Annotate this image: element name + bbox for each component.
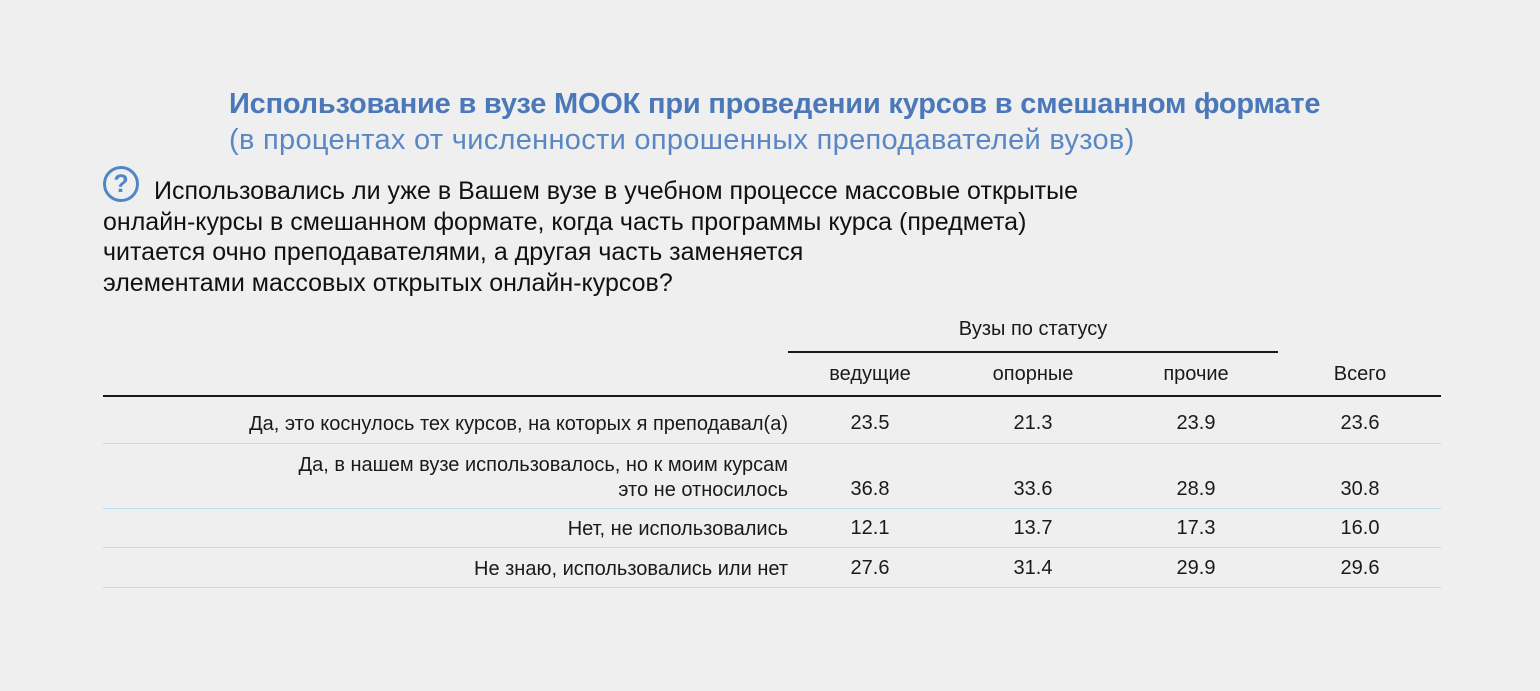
row-label: это не относилось (618, 479, 788, 501)
table-cell: 12.1 (850, 517, 890, 539)
row-divider (103, 587, 1441, 588)
table-cell: 16.0 (1340, 517, 1380, 539)
table-cell: 29.6 (1340, 557, 1380, 579)
row-label: Да, это коснулось тех курсов, на которых… (249, 413, 788, 435)
table-cell: 23.9 (1176, 412, 1216, 434)
row-label: Да, в нашем вузе использовалось, но к мо… (298, 454, 788, 476)
question-line: онлайн-курсы в смешанном формате, когда … (103, 207, 1027, 236)
table-cell: 21.3 (1013, 412, 1053, 434)
row-label: Не знаю, использовались или нет (474, 558, 788, 580)
header-divider (103, 395, 1441, 397)
column-header-leading: ведущие (829, 363, 911, 385)
table-cell: 23.5 (850, 412, 890, 434)
table-cell: 30.8 (1340, 478, 1380, 500)
question-line: Использовались ли уже в Вашем вузе в уче… (154, 177, 1078, 205)
table-cell: 31.4 (1013, 557, 1053, 579)
survey-question: Использовались ли уже в Вашем вузе в уче… (103, 176, 1283, 298)
question-icon: ? (103, 166, 139, 202)
table-cell: 13.7 (1013, 517, 1053, 539)
row-divider (103, 508, 1441, 509)
group-header: Вузы по статусу (958, 318, 1108, 340)
row-label: Нет, не использовались (567, 518, 788, 540)
column-header-total: Всего (1333, 363, 1387, 385)
table-cell: 27.6 (850, 557, 890, 579)
row-divider (103, 547, 1441, 548)
column-header-other: прочие (1163, 363, 1229, 385)
table-cell: 23.6 (1340, 412, 1380, 434)
column-header-core: опорные (992, 363, 1074, 385)
table-cell: 33.6 (1013, 478, 1053, 500)
page-title: Использование в вузе МООК при проведении… (229, 88, 1321, 120)
table-cell: 29.9 (1176, 557, 1216, 579)
table-cell: 17.3 (1176, 517, 1216, 539)
table-cell: 36.8 (850, 478, 890, 500)
group-header-divider (788, 351, 1278, 353)
question-line: читается очно преподавателями, а другая … (103, 238, 804, 266)
question-line: элементами массовых открытых онлайн-курс… (103, 268, 673, 297)
page-subtitle: (в процентах от численности опрошенных п… (229, 124, 1135, 156)
row-divider (103, 443, 1441, 444)
table-cell: 28.9 (1176, 478, 1216, 500)
